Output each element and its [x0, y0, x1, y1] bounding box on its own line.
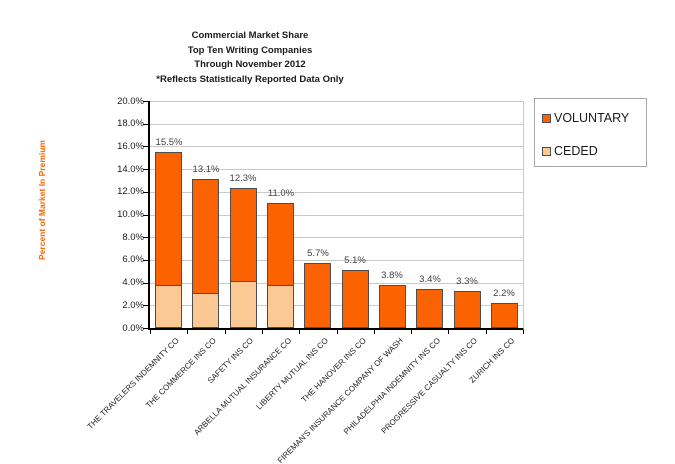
- x-category-label: THE COMMERCE INS CO: [144, 336, 219, 410]
- y-tick-mark: [143, 328, 149, 329]
- y-tick-mark: [143, 192, 149, 193]
- x-tick-mark: [225, 330, 226, 334]
- y-tick-label: 14.0%: [117, 164, 144, 175]
- chart-title: Commercial Market Share Top Ten Writing …: [0, 29, 500, 87]
- bar-voluntary-4: [304, 263, 331, 328]
- bar-voluntary-8: [454, 291, 481, 328]
- y-tick-label: 18.0%: [117, 118, 144, 129]
- gridline: [150, 101, 523, 102]
- x-category-label: THE HANOVER INS CO: [299, 336, 368, 405]
- y-tick-mark: [143, 237, 149, 238]
- y-tick-label: 8.0%: [122, 232, 144, 243]
- x-tick-mark: [374, 330, 375, 334]
- bar-total-label: 3.8%: [381, 270, 403, 281]
- y-tick-label: 20.0%: [117, 96, 144, 107]
- x-tick-mark: [411, 330, 412, 334]
- gridline: [150, 215, 523, 216]
- chart-title-line-4: *Reflects Statistically Reported Data On…: [156, 73, 344, 85]
- bar-total-label: 13.1%: [192, 164, 220, 175]
- y-tick-label: 0.0%: [122, 323, 144, 334]
- y-tick-mark: [143, 260, 149, 261]
- bar-total-label: 5.7%: [307, 248, 329, 259]
- x-tick-mark: [448, 330, 449, 334]
- y-tick-mark: [143, 283, 149, 284]
- bar-ceded-3: [267, 285, 294, 328]
- legend-label-voluntary: VOLUNTARY: [554, 111, 630, 125]
- x-tick-mark: [486, 330, 487, 334]
- legend-label-ceded: CEDED: [554, 144, 598, 158]
- bar-ceded-1: [192, 293, 219, 328]
- bar-total-label: 15.5%: [155, 137, 183, 148]
- y-tick-label: 2.0%: [122, 300, 144, 311]
- chart-title-line-2: Top Ten Writing Companies: [187, 44, 313, 56]
- chart-title-line-3: Through November 2012: [194, 59, 306, 71]
- x-tick-mark: [187, 330, 188, 334]
- bar-total-label: 5.1%: [344, 255, 366, 266]
- bar-total-label: 2.2%: [493, 288, 515, 299]
- bar-total-label: 12.3%: [229, 173, 257, 184]
- y-tick-label: 4.0%: [122, 277, 144, 288]
- bar-voluntary-9: [491, 303, 518, 328]
- x-tick-mark: [523, 330, 524, 334]
- y-tick-mark: [143, 124, 149, 125]
- gridline: [150, 237, 523, 238]
- x-tick-mark: [299, 330, 300, 334]
- y-tick-label: 16.0%: [117, 141, 144, 152]
- y-tick-label: 12.0%: [117, 186, 144, 197]
- legend-item-voluntary: VOLUNTARY: [542, 111, 646, 125]
- bar-total-label: 3.4%: [419, 274, 441, 285]
- x-tick-mark: [150, 330, 151, 334]
- x-category-label: LIBERTY MUTUAL INS CO: [254, 336, 331, 412]
- x-tick-mark: [262, 330, 263, 334]
- bar-ceded-2: [230, 281, 257, 328]
- ceded-swatch-icon: [542, 146, 551, 156]
- y-axis-title: Percent of Market In Premium: [37, 140, 47, 260]
- bar-voluntary-7: [416, 289, 443, 328]
- gridline: [150, 260, 523, 261]
- bar-total-label: 11.0%: [267, 188, 295, 199]
- x-category-label: FIREMAN'S INSURANCE COMPANY OF WASH: [275, 336, 405, 464]
- bar-total-label: 3.3%: [456, 276, 478, 287]
- gridline: [150, 192, 523, 193]
- y-tick-mark: [143, 215, 149, 216]
- y-tick-mark: [143, 101, 149, 102]
- y-tick-label: 10.0%: [117, 209, 144, 220]
- voluntary-swatch-icon: [542, 113, 551, 123]
- y-tick-label: 6.0%: [122, 254, 144, 265]
- bar-ceded-0: [155, 285, 182, 328]
- bar-voluntary-6: [379, 285, 406, 328]
- legend: VOLUNTARY CEDED: [534, 98, 647, 167]
- y-tick-mark: [143, 169, 149, 170]
- chart-title-line-1: Commercial Market Share: [191, 30, 309, 41]
- gridline: [150, 169, 523, 170]
- plot-area: 15.5% 13.1% 12.3% 11.0% 5.7% 5.1% 3.8% 3.4% 3.3%…: [148, 101, 524, 330]
- legend-item-ceded: CEDED: [542, 144, 646, 158]
- gridline: [150, 283, 523, 284]
- gridline: [150, 124, 523, 125]
- y-tick-mark: [143, 305, 149, 306]
- y-tick-mark: [143, 146, 149, 147]
- gridline: [150, 146, 523, 147]
- bar-voluntary-5: [342, 270, 369, 328]
- gridline: [150, 305, 523, 306]
- x-tick-mark: [337, 330, 338, 334]
